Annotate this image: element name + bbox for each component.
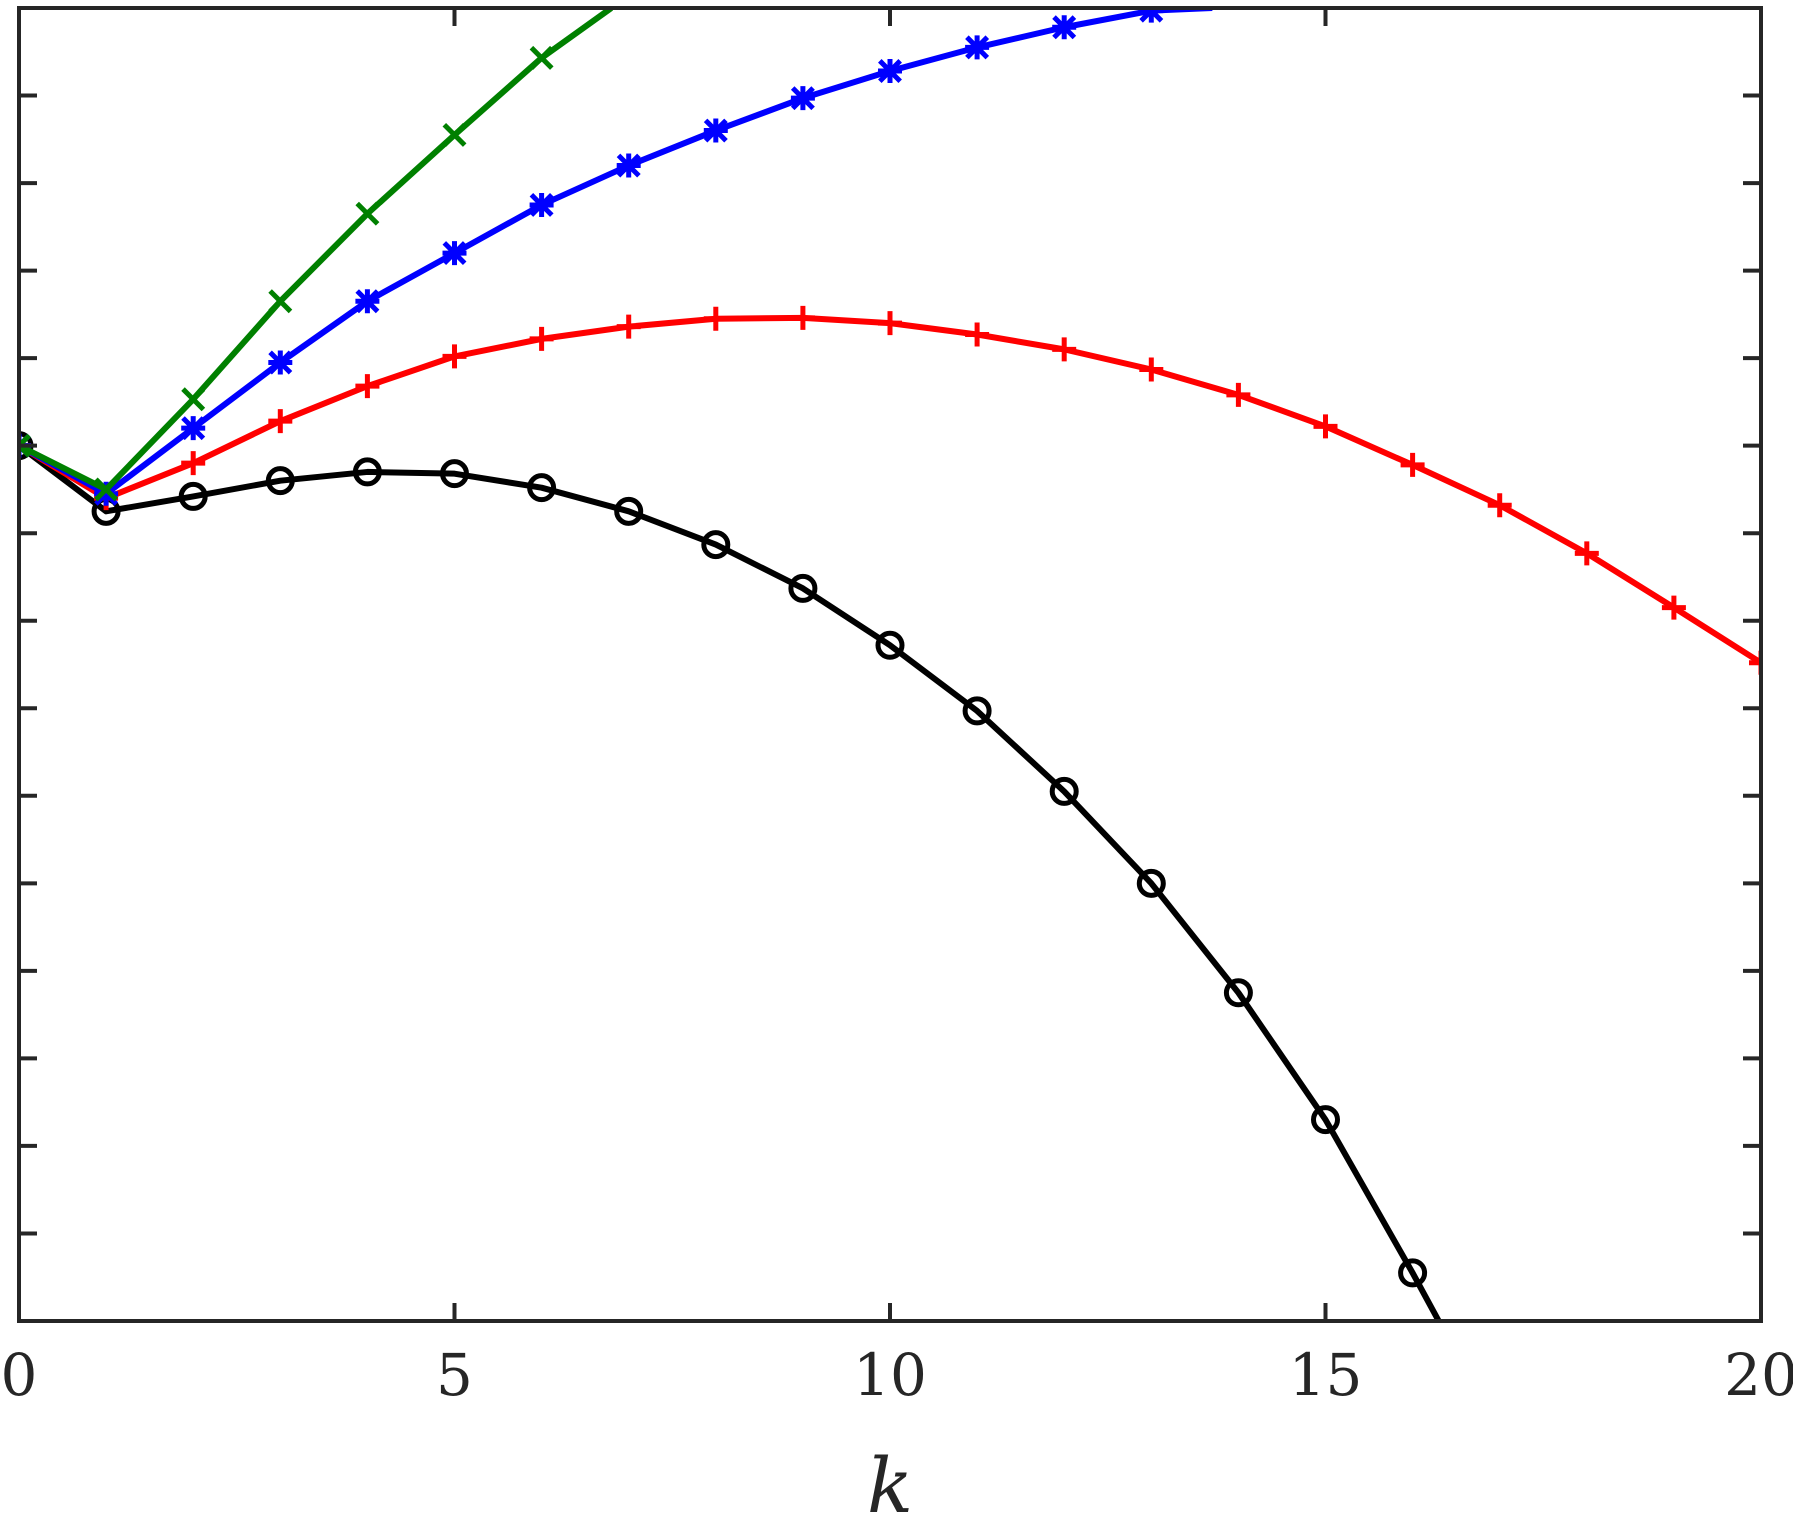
data-point bbox=[1049, 776, 1079, 806]
data-point bbox=[1226, 382, 1251, 407]
data-point bbox=[527, 473, 557, 503]
data-point bbox=[355, 374, 380, 399]
data-point bbox=[355, 289, 380, 314]
data-point bbox=[703, 306, 728, 331]
x-tick-label: 0 bbox=[1, 1341, 38, 1409]
data-point bbox=[355, 201, 380, 226]
data-point bbox=[1313, 414, 1338, 439]
data-point bbox=[788, 573, 818, 603]
data-point bbox=[616, 314, 641, 339]
data-point bbox=[1136, 868, 1166, 898]
data-point bbox=[440, 459, 469, 489]
x-axis-label: k bbox=[867, 1441, 913, 1529]
series-circle bbox=[19, 431, 1442, 1321]
data-point bbox=[529, 192, 554, 217]
data-point bbox=[1400, 452, 1425, 477]
x-ticks: 0 5 10 15 20 bbox=[1, 8, 1793, 1409]
data-point bbox=[1311, 1105, 1340, 1135]
x-tick-label: 20 bbox=[1724, 1341, 1793, 1409]
data-point bbox=[265, 466, 295, 496]
data-point bbox=[616, 153, 641, 178]
data-point bbox=[1052, 15, 1077, 40]
data-point bbox=[94, 481, 119, 506]
plot-background bbox=[19, 8, 1761, 1321]
data-point bbox=[965, 35, 990, 60]
data-point bbox=[268, 289, 293, 314]
data-point bbox=[19, 433, 31, 458]
data-point bbox=[1139, 357, 1164, 382]
data-point bbox=[94, 477, 119, 502]
data-point bbox=[875, 630, 905, 660]
data-point bbox=[529, 45, 554, 70]
data-point bbox=[442, 241, 467, 266]
data-point bbox=[790, 86, 815, 111]
series-line bbox=[19, 443, 1442, 1321]
data-point bbox=[878, 59, 902, 84]
data-point bbox=[965, 322, 990, 347]
data-point bbox=[529, 326, 554, 351]
data-point bbox=[442, 122, 467, 147]
data-point bbox=[181, 416, 206, 441]
data-point bbox=[1487, 493, 1512, 518]
data-point bbox=[1398, 1258, 1428, 1288]
series-layer bbox=[19, 8, 1761, 1321]
data-point bbox=[352, 457, 382, 487]
series-line bbox=[19, 8, 614, 493]
data-point bbox=[790, 305, 815, 330]
data-point bbox=[1052, 337, 1077, 362]
data-point bbox=[181, 451, 206, 476]
data-point bbox=[181, 387, 206, 412]
data-point bbox=[1223, 978, 1253, 1008]
data-point bbox=[878, 311, 902, 336]
data-point bbox=[1139, 8, 1164, 23]
data-point bbox=[701, 530, 731, 560]
data-point bbox=[962, 696, 992, 726]
data-point bbox=[1749, 650, 1761, 675]
data-point bbox=[268, 409, 293, 434]
x-tick-label: 10 bbox=[853, 1341, 927, 1409]
data-point bbox=[1661, 595, 1686, 620]
x-tick-label: 15 bbox=[1289, 1341, 1363, 1409]
data-point bbox=[442, 344, 467, 369]
data-point bbox=[178, 481, 208, 511]
data-point bbox=[614, 496, 644, 526]
x-tick-label: 5 bbox=[436, 1341, 473, 1409]
plot-frame bbox=[17, 6, 1763, 1323]
data-point bbox=[1574, 541, 1599, 566]
series-asterisk bbox=[19, 8, 1213, 506]
series-x bbox=[19, 8, 614, 502]
data-point bbox=[703, 118, 728, 143]
data-point bbox=[268, 350, 293, 375]
